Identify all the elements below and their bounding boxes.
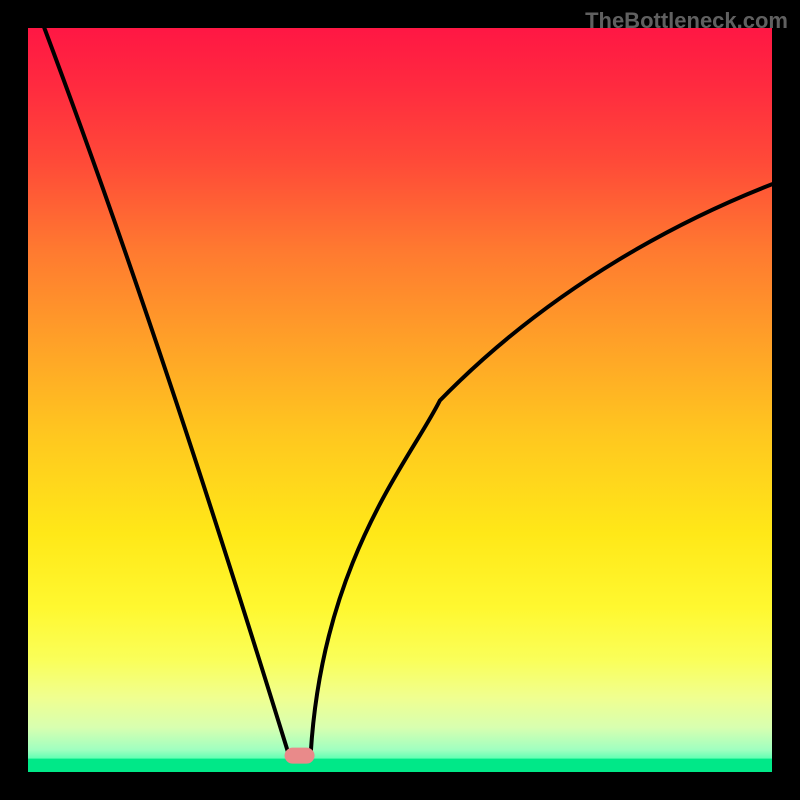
watermark-text: TheBottleneck.com xyxy=(585,8,788,34)
bottleneck-chart xyxy=(0,0,800,800)
plot-area xyxy=(28,28,772,772)
bottom-green-strip xyxy=(28,759,772,772)
gradient-background xyxy=(28,28,772,772)
chart-container: TheBottleneck.com xyxy=(0,0,800,800)
optimal-point-marker xyxy=(285,748,315,764)
